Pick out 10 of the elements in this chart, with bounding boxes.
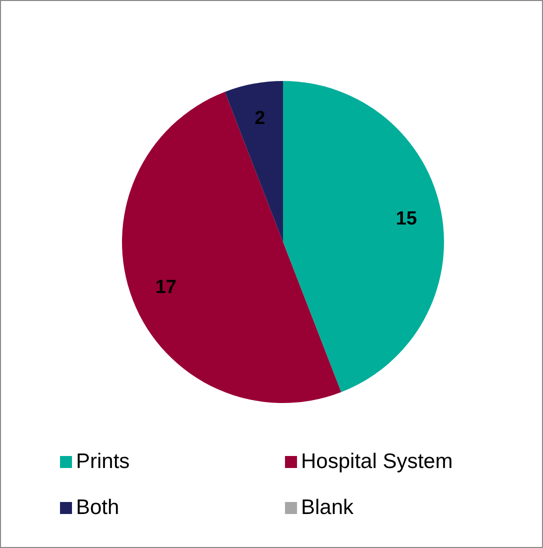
legend-label: Blank <box>301 496 354 520</box>
legend-label: Hospital System <box>301 450 453 474</box>
data-label: 2 <box>254 108 266 130</box>
data-label: 17 <box>155 276 176 298</box>
pie-slice <box>283 81 444 392</box>
legend-label: Both <box>76 496 120 520</box>
data-label: 15 <box>396 208 418 230</box>
pie-slice <box>122 92 342 403</box>
pie-slice <box>224 81 283 242</box>
legend-label: Prints <box>76 450 130 474</box>
